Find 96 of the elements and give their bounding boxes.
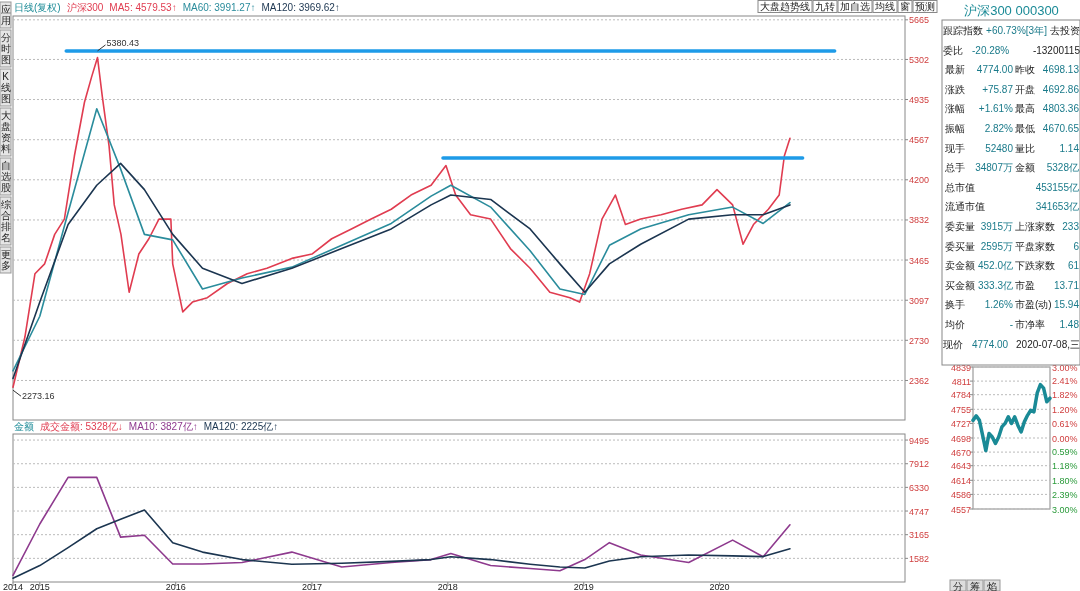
- y2-tick-label: 0.00%: [1052, 433, 1078, 444]
- y2-tick-label: 1.82%: [1052, 390, 1078, 401]
- x-tick-label: 2019: [573, 582, 594, 591]
- y-tick-label: 4643: [950, 461, 971, 472]
- text: 均价 - 市净率 1.48: [945, 319, 1079, 330]
- y-tick-label: 3097: [909, 295, 930, 306]
- y-tick-label: 4839: [950, 362, 971, 373]
- text: MA60: 3991.27↑: [182, 2, 256, 13]
- y2-tick-label: 1.20%: [1052, 405, 1078, 416]
- text: 应用: [0, 4, 11, 26]
- text: 金额: [14, 421, 34, 432]
- x-tick-label: 2014: [2, 582, 24, 591]
- text: 九转: [815, 1, 835, 12]
- y-tick-label: 4784: [950, 390, 971, 401]
- text: 流通市值 341653亿: [945, 201, 1079, 213]
- y-tick-label: 4747: [909, 506, 930, 517]
- text: 委卖量 3915万 上涨家数 233: [945, 221, 1080, 232]
- text: 涨跌 +75.87 开盘 4692.86: [945, 83, 1079, 95]
- line-series: [12, 56, 791, 389]
- annotation: 5380.43: [106, 37, 140, 48]
- text: 更多: [0, 249, 11, 271]
- text: 筹: [970, 581, 980, 591]
- y-tick-label: 4586: [950, 489, 971, 500]
- text: 委比 -20.28% -13200115: [943, 44, 1080, 56]
- text: 均线: [874, 1, 895, 12]
- y2-tick-label: 0.59%: [1052, 447, 1078, 458]
- y2-tick-label: 2.39%: [1052, 490, 1078, 501]
- x-tick-label: 2016: [165, 582, 186, 591]
- text: 分时图: [0, 32, 11, 65]
- chart-title: 成交金额: 5328亿↓: [40, 421, 123, 432]
- text: 大盘资料: [0, 110, 11, 154]
- y-tick-label: 4935: [909, 95, 930, 106]
- text: K线图: [0, 71, 11, 104]
- y-tick-label: 3465: [909, 255, 930, 266]
- text: 换手 1.26% 市盈(动) 15.94: [945, 299, 1079, 311]
- x-tick-label: 2017: [301, 582, 322, 591]
- text: 卖金额 452.0亿 下跌家数 61: [945, 260, 1079, 272]
- y-tick-label: 4698: [950, 433, 971, 444]
- text: 大盘趋势线: [760, 1, 810, 12]
- line-series: [12, 509, 791, 580]
- x-tick-label: 2020: [709, 582, 730, 591]
- y-tick-label: 4557: [950, 504, 971, 515]
- y-tick-label: 2730: [909, 335, 930, 346]
- y-tick-label: 4811: [951, 376, 971, 387]
- chart-title: 沪深300: [66, 2, 104, 13]
- x-tick-label: 2018: [437, 582, 458, 591]
- annotation: 2273.16: [22, 391, 55, 402]
- text: 现价 4774.00 2020-07-08,三: [943, 338, 1080, 350]
- line-series: [12, 108, 791, 372]
- y-tick-label: 5665: [909, 15, 930, 26]
- text: 振幅 2.82% 最低 4670.65: [945, 123, 1079, 134]
- y-tick-label: 4614: [950, 475, 971, 486]
- text: 最新 4774.00 昨收 4698.13: [945, 64, 1080, 76]
- text: 自选股: [0, 160, 11, 193]
- x-tick-label: 2015: [29, 582, 50, 591]
- line-series: [971, 382, 1052, 453]
- text: 焰: [987, 581, 997, 591]
- text: MA120: 2225亿↑: [203, 421, 279, 432]
- y-tick-label: 4670: [950, 447, 971, 458]
- text: 跟踪指数 +60.73%[3年] 去投资: [943, 25, 1080, 36]
- y2-tick-label: 2.41%: [1052, 376, 1078, 387]
- y2-tick-label: 3.00%: [1052, 362, 1078, 373]
- y-tick-label: 3832: [909, 215, 930, 226]
- text: 加自选: [840, 1, 870, 12]
- y2-tick-label: 1.80%: [1052, 476, 1078, 487]
- y-tick-label: 5302: [909, 54, 930, 65]
- y-tick-label: 4727: [950, 418, 971, 429]
- text: MA5: 4579.53↑: [109, 2, 177, 13]
- y-tick-label: 7912: [909, 459, 930, 470]
- text: MA120: 3969.62↑: [261, 2, 340, 13]
- y2-tick-label: 0.61%: [1052, 419, 1078, 430]
- y-tick-label: 6330: [909, 482, 930, 493]
- y-tick-label: 1582: [909, 553, 930, 564]
- text: 预测: [915, 1, 935, 12]
- text: 买金额 333.3亿 市盈 13.71: [945, 279, 1079, 291]
- text: 窗: [900, 1, 910, 12]
- line-series: [12, 162, 791, 380]
- text: 总手 34807万 金额 5328亿: [944, 162, 1079, 174]
- y2-tick-label: 3.00%: [1052, 504, 1078, 515]
- text: 沪深300 000300: [964, 3, 1059, 18]
- text: 日线(复权): [14, 2, 61, 13]
- y-tick-label: 4200: [909, 175, 930, 186]
- y-tick-label: 4755: [950, 404, 971, 415]
- text: 委买量 2595万 平盘家数 6: [945, 240, 1079, 252]
- y-tick-label: 9495: [909, 435, 930, 446]
- text: 综合排名: [0, 199, 11, 243]
- y-tick-label: 3165: [909, 530, 930, 541]
- text: 现手 52480 量比 1.14: [945, 142, 1079, 154]
- text: 分: [953, 581, 963, 591]
- text: 涨幅 +1.61% 最高 4803.36: [945, 103, 1079, 115]
- text: 总市值 453155亿: [945, 181, 1079, 193]
- text: MA10: 3827亿↑: [128, 421, 198, 432]
- y-tick-label: 4567: [909, 135, 930, 146]
- y-tick-label: 2362: [909, 375, 930, 386]
- y2-tick-label: 1.18%: [1052, 461, 1078, 472]
- line-series: [12, 476, 791, 577]
